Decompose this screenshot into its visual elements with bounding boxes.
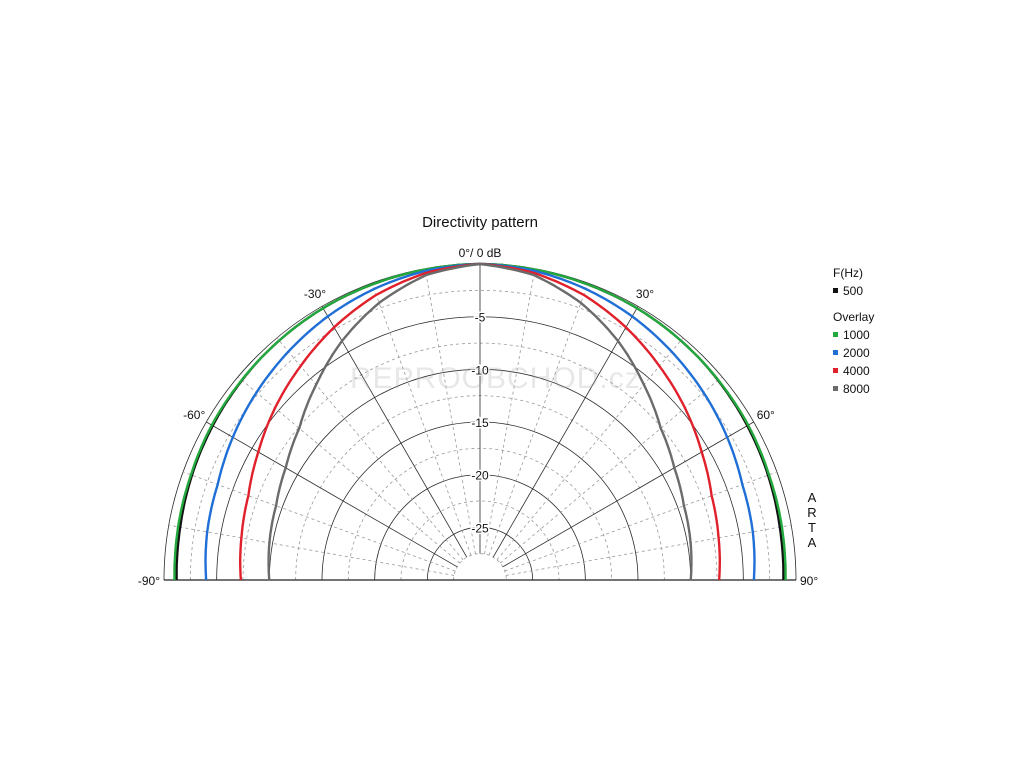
grid-spoke-minor xyxy=(488,282,589,556)
legend-label: 4000 xyxy=(843,364,870,378)
grid-spoke xyxy=(502,421,754,568)
radial-tick-label: -15 xyxy=(471,416,489,430)
series-line-8000 xyxy=(267,262,693,581)
legend-item-4000: 4000 xyxy=(833,362,874,380)
polar-curves xyxy=(173,262,787,581)
grid-spoke-minor xyxy=(484,268,536,555)
grid-ring-minor xyxy=(400,500,560,581)
angle-tick-label: 60° xyxy=(757,408,775,422)
arta-letter: T xyxy=(808,520,816,535)
legend-overlay-header: Overlay xyxy=(833,310,875,324)
radial-tick-label: -25 xyxy=(471,521,489,535)
legend-swatch xyxy=(833,386,838,392)
grid-spoke xyxy=(492,306,639,558)
angle-tick-label: -30° xyxy=(304,287,326,301)
legend-swatch xyxy=(833,288,838,294)
arta-letter: R xyxy=(807,505,817,520)
angle-tick-label: -90° xyxy=(138,574,160,588)
legend-item-500: 500 xyxy=(833,282,874,300)
legend-item-2000: 2000 xyxy=(833,344,874,362)
top-label: 0°/ 0 dB xyxy=(459,246,502,260)
grid-spoke-minor xyxy=(505,524,792,576)
radial-tick-label: -20 xyxy=(471,469,489,483)
legend-swatch xyxy=(833,350,838,356)
legend-swatch xyxy=(833,332,838,338)
legend-label: 2000 xyxy=(843,346,870,360)
grid-spoke xyxy=(321,306,468,558)
grid-spoke-minor xyxy=(504,471,778,572)
legend-label: 500 xyxy=(843,284,864,298)
radial-tick-label: -10 xyxy=(471,363,489,377)
angle-tick-label: 90° xyxy=(800,574,818,588)
grid-spoke-minor xyxy=(168,524,455,576)
legend-label: 1000 xyxy=(843,328,870,342)
grid-spoke-minor xyxy=(371,282,472,556)
grid-spoke xyxy=(206,421,458,568)
chart-title: Directivity pattern xyxy=(422,214,538,231)
angle-tick-label: 30° xyxy=(636,287,654,301)
radial-tick-label: -5 xyxy=(475,311,486,325)
legend-label: 8000 xyxy=(843,382,870,396)
grid-spoke-minor xyxy=(182,471,456,572)
arta-letter: A xyxy=(807,535,817,550)
arta-letter: A xyxy=(807,490,817,505)
legend-item-1000: 1000 xyxy=(833,326,874,344)
watermark: REPROOBCHOD.cz xyxy=(350,362,641,395)
grid-spoke-minor xyxy=(276,337,464,561)
legend: F(Hz) 500 Overlay 1000 2000 4000 8000 xyxy=(833,264,874,398)
legend-header: F(Hz) xyxy=(833,266,863,280)
grid-spoke-minor xyxy=(496,337,684,561)
legend-swatch xyxy=(833,368,838,374)
grid-spoke-minor xyxy=(424,268,476,555)
angle-tick-label: -60° xyxy=(183,408,205,422)
arta-vertical-label: A R T A xyxy=(806,490,818,550)
polar-labels: -90° -60° -30° 30° 60° 90° 0°/ 0 dB -5 -10 -15 -20… xyxy=(138,246,819,588)
legend-item-8000: 8000 xyxy=(833,380,874,398)
